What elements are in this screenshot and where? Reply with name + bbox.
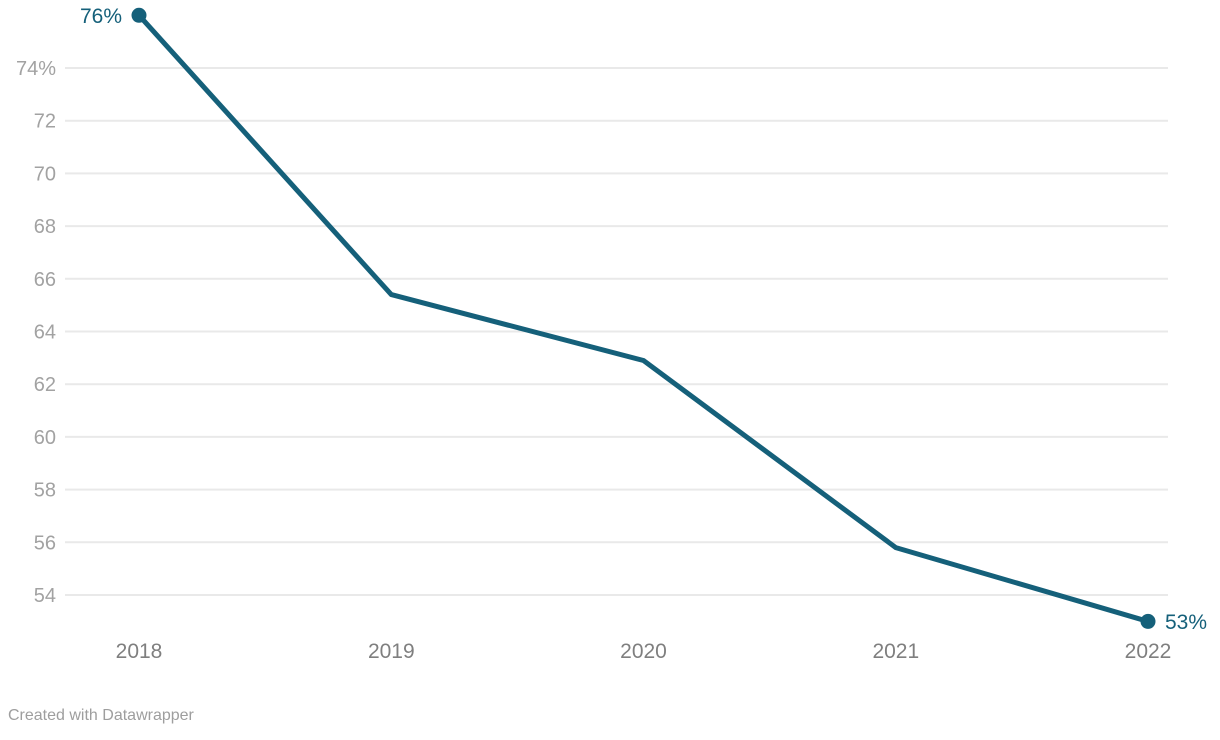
y-axis-tick-label-58: 58: [34, 480, 56, 502]
x-axis-tick-label-2018: 2018: [116, 640, 163, 663]
y-axis-tick-label-60: 60: [34, 427, 56, 449]
y-axis-tick-label-56: 56: [34, 532, 56, 554]
data-point-label-2022: 53%: [1165, 611, 1207, 634]
x-axis-tick-label-2021: 2021: [872, 640, 919, 663]
y-axis-tick-label-54: 54: [34, 585, 56, 607]
x-axis-tick-label-2019: 2019: [368, 640, 415, 663]
chart-footer: Created with Datawrapper: [8, 706, 194, 726]
x-axis-tick-label-2022: 2022: [1125, 640, 1172, 663]
y-axis-tick-label-72: 72: [34, 111, 56, 133]
y-axis-tick-label-68: 68: [34, 216, 56, 238]
y-axis-tick-label-64: 64: [34, 322, 56, 344]
datawrapper-credit-link[interactable]: Created with Datawrapper: [8, 707, 194, 724]
y-axis-tick-label-66: 66: [34, 269, 56, 291]
data-line-series: [136, 12, 1151, 624]
data-point-2022[interactable]: [1140, 613, 1156, 629]
x-axis-tick-label-2020: 2020: [620, 640, 667, 663]
line-chart-canvas: 74% 72 70 68 66 64 62 60 58 56 54 2018 2019 2020 2021 2…: [16, 5, 1207, 663]
data-point-2018[interactable]: [131, 7, 147, 23]
y-axis-tick-label-62: 62: [34, 374, 56, 396]
data-point-label-2018: 76%: [80, 5, 122, 28]
y-axis-tick-label-74: 74%: [16, 58, 56, 80]
y-axis-tick-label-70: 70: [34, 163, 56, 185]
